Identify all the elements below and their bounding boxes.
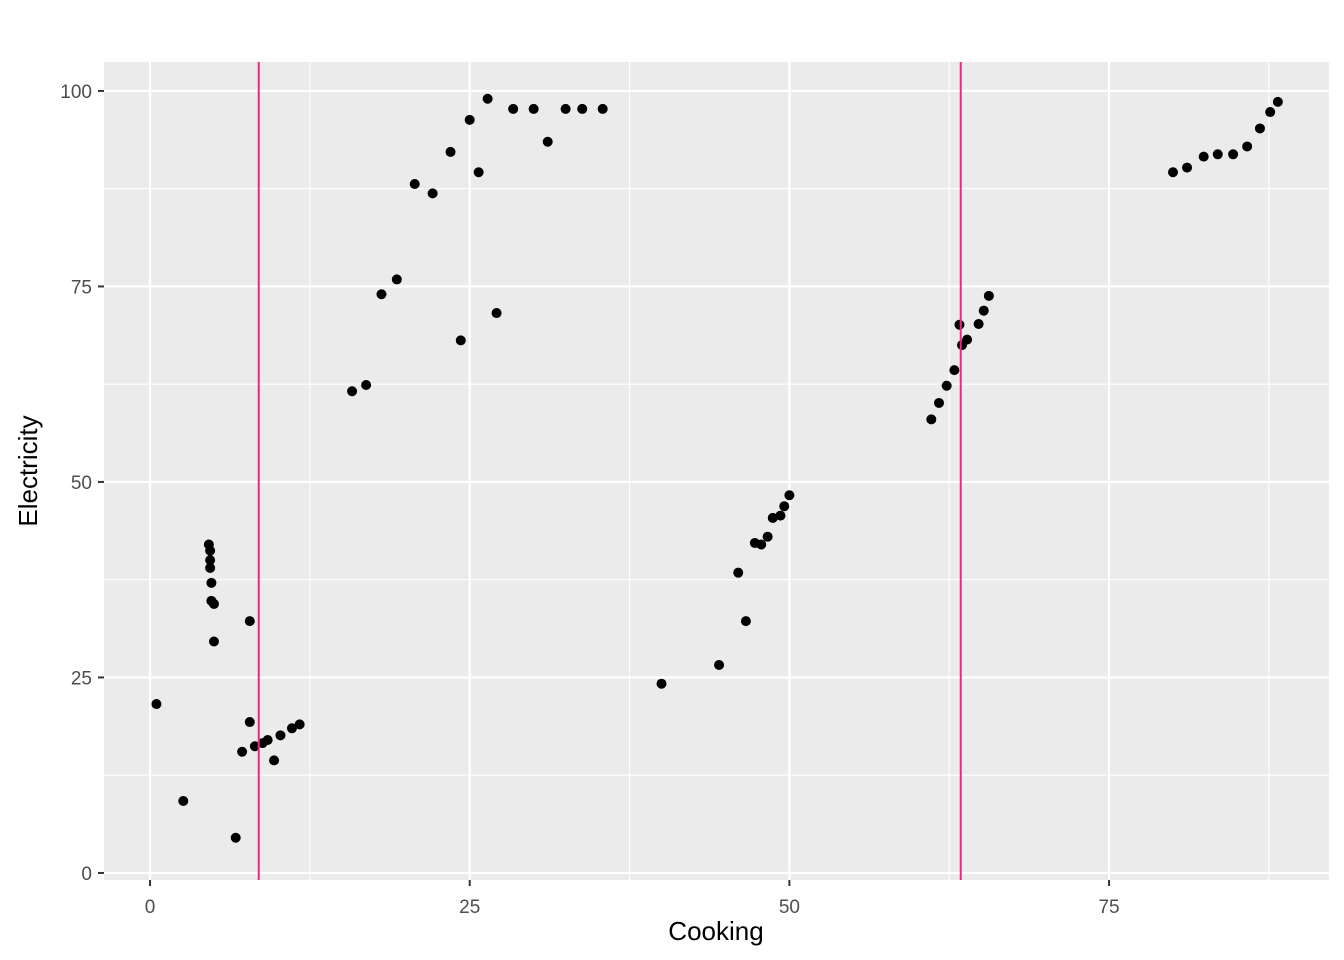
- data-point: [237, 746, 248, 757]
- data-point: [756, 539, 767, 550]
- data-point: [1198, 151, 1209, 162]
- data-point: [205, 555, 216, 566]
- data-point: [269, 755, 280, 766]
- data-point: [205, 562, 216, 573]
- data-point: [208, 598, 219, 609]
- x-tick-label: 75: [1098, 897, 1119, 918]
- data-point: [361, 379, 372, 390]
- data-point: [1182, 162, 1193, 173]
- x-tick-label: 50: [779, 897, 800, 918]
- data-point: [933, 397, 944, 408]
- data-point: [762, 531, 773, 542]
- y-axis: 0 25 50 75 100: [60, 82, 104, 885]
- data-point: [1265, 107, 1276, 118]
- data-point: [427, 188, 438, 199]
- y-tick-label: 75: [71, 277, 92, 298]
- data-point: [244, 616, 255, 627]
- data-point: [962, 334, 973, 345]
- data-point: [206, 577, 217, 588]
- data-point: [983, 290, 994, 301]
- y-tick-label: 25: [71, 668, 92, 689]
- data-point: [347, 386, 358, 397]
- data-point: [508, 103, 519, 114]
- data-point: [464, 114, 475, 125]
- x-tick-label: 25: [459, 897, 480, 918]
- data-point: [784, 490, 795, 501]
- data-point: [767, 512, 778, 523]
- data-point: [262, 735, 273, 746]
- data-point: [1242, 141, 1253, 152]
- y-tick-label: 0: [81, 864, 92, 885]
- data-point: [577, 103, 588, 114]
- data-point: [656, 678, 667, 689]
- data-point: [542, 136, 553, 147]
- data-point: [455, 335, 466, 346]
- data-point: [445, 146, 456, 157]
- data-point: [1167, 167, 1178, 178]
- minor-gridlines: [104, 62, 1329, 880]
- data-point: [714, 659, 725, 670]
- data-point: [949, 365, 960, 376]
- data-point: [178, 796, 189, 807]
- data-point: [1272, 96, 1283, 107]
- data-point: [473, 167, 484, 178]
- y-tick-label: 50: [71, 473, 92, 494]
- data-point: [740, 616, 751, 627]
- data-point: [954, 319, 965, 330]
- data-point: [151, 699, 162, 710]
- data-point: [482, 93, 493, 104]
- data-point: [779, 501, 790, 512]
- data-point: [733, 567, 744, 578]
- data-point: [1228, 149, 1239, 160]
- data-point: [391, 274, 402, 285]
- y-tick-label: 100: [60, 82, 92, 103]
- data-point: [208, 636, 219, 647]
- data-point: [230, 832, 241, 843]
- data-point: [973, 318, 984, 329]
- data-point: [941, 380, 952, 391]
- reference-lines: [257, 62, 962, 880]
- data-point: [294, 719, 305, 730]
- data-point: [376, 289, 387, 300]
- x-axis: 0 25 50 75: [145, 880, 1120, 918]
- data-point: [775, 510, 786, 521]
- data-point: [597, 103, 608, 114]
- data-point: [286, 723, 297, 734]
- x-axis-title: Cooking: [668, 916, 763, 946]
- data-point: [560, 103, 571, 114]
- y-axis-title: Electricity: [13, 415, 43, 526]
- data-point: [926, 414, 937, 425]
- data-point: [491, 308, 502, 319]
- data-point: [249, 741, 260, 752]
- data-point: [275, 730, 286, 741]
- data-point: [244, 717, 255, 728]
- data-point: [528, 103, 539, 114]
- plot-panel: [104, 62, 1329, 880]
- data-point: [1254, 123, 1265, 134]
- major-gridlines: [104, 62, 1329, 880]
- data-point: [409, 178, 420, 189]
- data-point: [1212, 149, 1223, 160]
- data-points: [151, 93, 1283, 843]
- data-point: [978, 305, 989, 316]
- x-tick-label: 0: [145, 897, 156, 918]
- data-point: [205, 545, 216, 556]
